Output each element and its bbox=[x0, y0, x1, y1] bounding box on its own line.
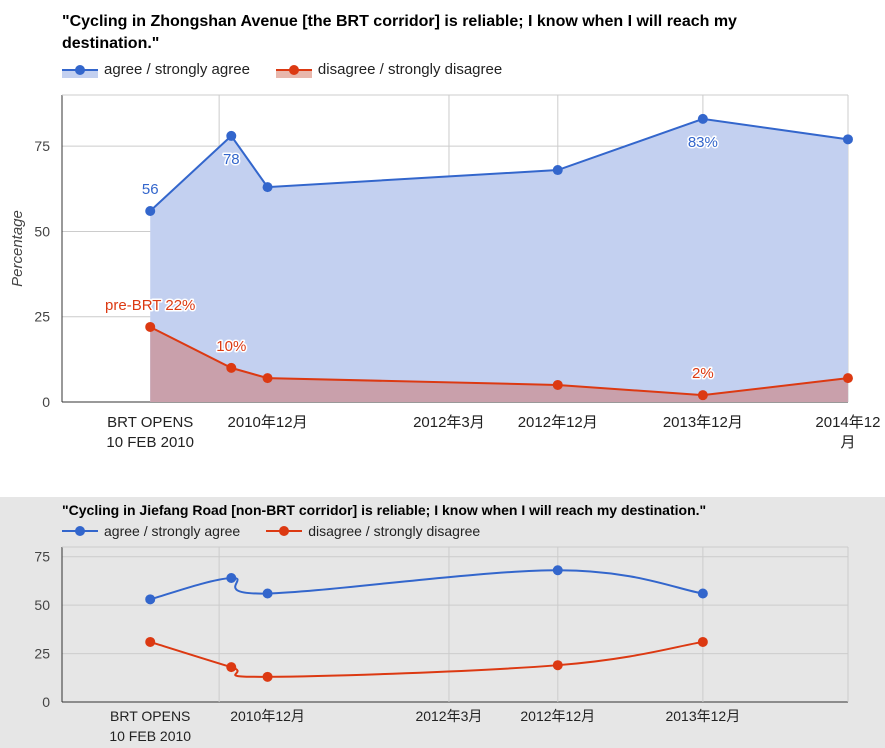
x-tick-label: BRT OPENS bbox=[110, 708, 190, 724]
x-tick-label: 2010年12月 bbox=[228, 414, 308, 431]
legend-swatch-agree bbox=[62, 526, 98, 536]
y-tick-label: 0 bbox=[42, 394, 50, 410]
legend-label-disagree: disagree / strongly disagree bbox=[308, 523, 481, 539]
chart-title: "Cycling in Zhongshan Avenue [the BRT co… bbox=[62, 13, 737, 52]
data-point-disagree[interactable] bbox=[552, 379, 563, 390]
series-line-disagree bbox=[149, 326, 849, 397]
x-tick-label: 2012年12月 bbox=[518, 414, 598, 431]
x-tick-label: 2014年12 bbox=[815, 414, 880, 431]
series-line-disagree bbox=[149, 640, 704, 678]
y-tick-label: 75 bbox=[34, 549, 50, 565]
chart-panel-jiefang: "Cycling in Jiefang Road [non-BRT corrid… bbox=[0, 497, 885, 748]
x-tick-label: 2013年12月 bbox=[665, 708, 740, 724]
series-line-agree bbox=[149, 117, 849, 212]
legend-swatch-disagree bbox=[275, 64, 312, 78]
data-point-disagree[interactable] bbox=[697, 636, 708, 647]
data-label-disagree: 10% bbox=[216, 338, 246, 355]
area-disagree bbox=[150, 326, 848, 402]
chart-title: "Cycling in Jiefang Road [non-BRT corrid… bbox=[62, 502, 707, 518]
data-point-agree[interactable] bbox=[145, 594, 156, 605]
legend-item-agree[interactable]: agree / strongly agree bbox=[62, 61, 250, 78]
chart-panel-zhongshan: "Cycling in Zhongshan Avenue [the BRT co… bbox=[9, 13, 881, 451]
data-point-agree[interactable] bbox=[697, 588, 708, 599]
x-tick-label: 2012年3月 bbox=[415, 708, 482, 724]
data-point-disagree[interactable] bbox=[842, 373, 853, 384]
x-tick-label: 2010年12月 bbox=[230, 708, 305, 724]
x-tick-label-line2: 10 FEB 2010 bbox=[106, 434, 194, 451]
legend-swatch-agree bbox=[62, 64, 98, 78]
legend-label-agree: agree / strongly agree bbox=[104, 61, 250, 78]
y-axis-label: Percentage bbox=[9, 210, 26, 287]
data-point-agree[interactable] bbox=[262, 588, 273, 599]
data-point-disagree[interactable] bbox=[697, 390, 708, 401]
x-tick-label: 2012年12月 bbox=[520, 708, 595, 724]
data-point-agree[interactable] bbox=[697, 113, 708, 124]
data-label-agree: 78 bbox=[223, 151, 240, 168]
data-label-disagree: pre-BRT 22% bbox=[105, 297, 195, 314]
data-point-disagree[interactable] bbox=[226, 362, 237, 373]
legend-item-disagree[interactable]: disagree / strongly disagree bbox=[275, 61, 503, 78]
x-tick-label-line2: 月 bbox=[840, 434, 855, 451]
data-point-agree[interactable] bbox=[552, 565, 563, 576]
data-point-disagree[interactable] bbox=[145, 321, 156, 332]
data-point-disagree[interactable] bbox=[262, 671, 273, 682]
x-tick-label-line2: 10 FEB 2010 bbox=[109, 728, 191, 744]
y-tick-label: 25 bbox=[34, 646, 50, 662]
legend-swatch-disagree bbox=[266, 526, 303, 536]
y-tick-label: 0 bbox=[42, 694, 50, 710]
data-label-agree: 83% bbox=[688, 134, 718, 151]
data-point-agree[interactable] bbox=[226, 130, 237, 141]
gridlines bbox=[61, 546, 849, 703]
area-agree bbox=[150, 118, 848, 402]
data-point-disagree[interactable] bbox=[552, 660, 563, 671]
chart-plot-zhongshan: 0 25 50 75 Percentage BRT OPENS 10 FEB 2010 201… bbox=[9, 94, 880, 451]
data-point-agree[interactable] bbox=[262, 182, 273, 193]
data-point-agree[interactable] bbox=[145, 205, 156, 216]
x-tick-label: 2012年3月 bbox=[413, 414, 485, 431]
y-tick-label: 75 bbox=[34, 138, 50, 154]
data-point-agree[interactable] bbox=[552, 165, 563, 176]
series-line-agree bbox=[149, 569, 704, 601]
y-tick-label: 50 bbox=[34, 223, 50, 239]
data-point-disagree[interactable] bbox=[145, 636, 156, 647]
data-label-agree: 56 bbox=[142, 181, 159, 198]
data-label-disagree: 2% bbox=[692, 365, 714, 382]
chart-plot-jiefang: 0 25 50 75 BRT OPENS 10 FEB 2010 2010年12月 2012年… bbox=[34, 546, 849, 744]
data-point-agree[interactable] bbox=[226, 573, 237, 583]
chart-legend: agree / strongly agree disagree / strong… bbox=[62, 61, 528, 78]
y-tick-label: 25 bbox=[34, 309, 50, 325]
data-point-agree[interactable] bbox=[842, 134, 853, 145]
data-point-disagree[interactable] bbox=[262, 373, 273, 384]
x-tick-label: BRT OPENS bbox=[107, 414, 193, 431]
legend-item-agree[interactable]: agree / strongly agree bbox=[62, 523, 240, 539]
data-point-disagree[interactable] bbox=[226, 662, 237, 673]
y-tick-label: 50 bbox=[34, 597, 50, 613]
legend-label-disagree: disagree / strongly disagree bbox=[317, 61, 503, 78]
legend-item-disagree[interactable]: disagree / strongly disagree bbox=[266, 523, 480, 539]
chart-legend: agree / strongly agree disagree / strong… bbox=[62, 523, 506, 539]
legend-label-agree: agree / strongly agree bbox=[104, 523, 241, 539]
x-tick-label: 2013年12月 bbox=[663, 414, 743, 431]
